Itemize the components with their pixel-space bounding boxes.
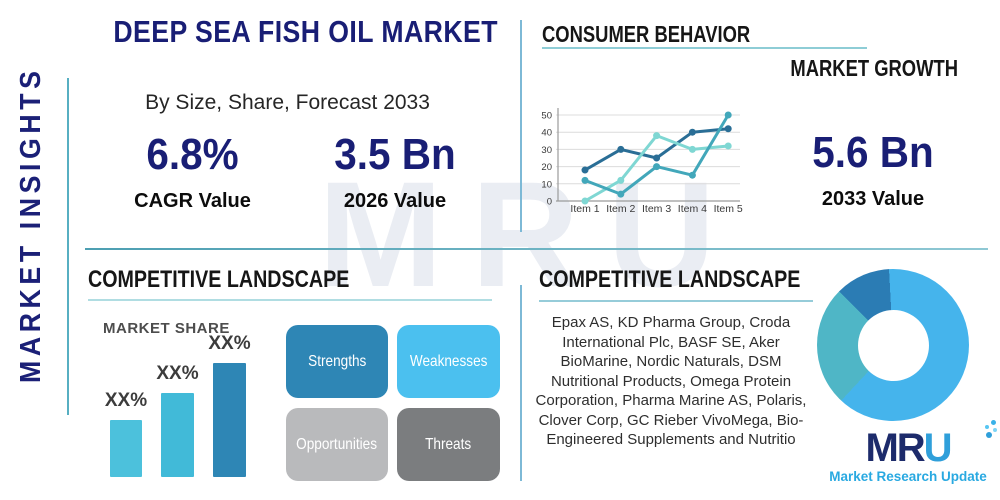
svg-text:40: 40 [541,128,552,139]
label-2033: 2033 Value [821,188,925,210]
swot-cell-strengths: Strengths [286,325,388,398]
logo-letter-r: R [896,426,926,470]
svg-text:Item 4: Item 4 [678,203,707,215]
market-growth-line-chart: 0 10 20 30 40 50 Item 1 Item 2 Item 3 Item 4 Item … [541,108,743,215]
page-title: DEEP SEA FISH OIL MARKET [113,14,498,49]
swot-label-threats: Threats [425,435,472,453]
heading-consumer-behavior: CONSUMER BEHAVIOR [542,21,751,47]
value-2026: 3.5 Bn [334,130,456,179]
heading-competitive-landscape-right: COMPETITIVE LANDSCAPE [539,266,801,293]
value-2033: 5.6 Bn [812,128,934,177]
company-list: Epax AS, KD Pharma Group, Croda Internat… [535,314,807,448]
side-label-market-insights: MARKET INSIGHTS [15,66,47,383]
svg-text:20: 20 [541,162,552,173]
page-subtitle: By Size, Share, Forecast 2033 [145,91,430,114]
swot-grid: Strengths Weaknesses Opportunities Threa… [286,325,500,481]
svg-text:Item 2: Item 2 [606,203,635,215]
swot-label-weaknesses: Weaknesses [409,352,488,370]
logo-letter-u: U [923,426,953,470]
logo-letter-m: M [865,426,898,470]
swot-label-strengths: Strengths [307,352,367,370]
svg-text:50: 50 [541,111,552,122]
donut-hole [857,309,929,381]
swot-cell-weaknesses: Weaknesses [397,325,500,398]
market-share-bar-chart: XX% XX% XX% [105,333,263,477]
logo-bubble-icon [993,428,998,432]
company-share-donut [817,269,969,421]
market-share-bar-label: XX% [156,363,199,384]
underline-consumer-behavior [542,47,867,49]
swot-label-opportunities: Opportunities [296,435,378,453]
svg-text:Item 3: Item 3 [642,203,671,215]
background-watermark: MRU [318,150,744,318]
stat-cagr: 6.8% CAGR Value [85,130,300,213]
heading-market-growth: MARKET GROWTH [790,55,958,81]
heading-competitive-landscape-left: COMPETITIVE LANDSCAPE [88,266,350,293]
logo-tagline: Market Research Update [829,469,987,484]
market-share-label: MARKET SHARE [103,320,230,337]
underline-competitive-landscape-right [539,300,813,302]
logo-bubble-icon [986,432,993,438]
label-2026: 2026 Value [343,190,447,212]
stat-2033-value: 5.6 Bn 2033 Value [778,128,968,211]
underline-competitive-landscape-left [88,299,492,301]
svg-text:0: 0 [547,197,552,208]
cagr-value: 6.8% [146,130,239,179]
swot-cell-threats: Threats [397,408,500,481]
brand-logo: MRU Market Research Update [826,420,998,484]
divider-vertical-top [520,20,522,232]
market-share-bar [110,420,142,477]
divider-horizontal [85,248,988,250]
svg-text:10: 10 [541,179,552,190]
svg-text:30: 30 [541,145,552,156]
svg-text:Item 1: Item 1 [570,203,599,215]
market-share-bar-label: XX% [104,390,148,411]
logo-bubble-icon [985,425,990,429]
stat-2026-value: 3.5 Bn 2026 Value [295,130,495,213]
market-share-bar-label: XX% [208,333,251,354]
divider-vertical-bottom [520,285,522,481]
market-share-bar [161,393,194,477]
cagr-label: CAGR Value [134,190,251,212]
market-share-bar [213,363,246,477]
logo-bubble-icon [991,420,997,425]
logo-text: MRU [865,420,998,470]
svg-text:Item 5: Item 5 [714,203,743,215]
swot-cell-opportunities: Opportunities [286,408,388,481]
side-vertical-rule [67,78,69,415]
